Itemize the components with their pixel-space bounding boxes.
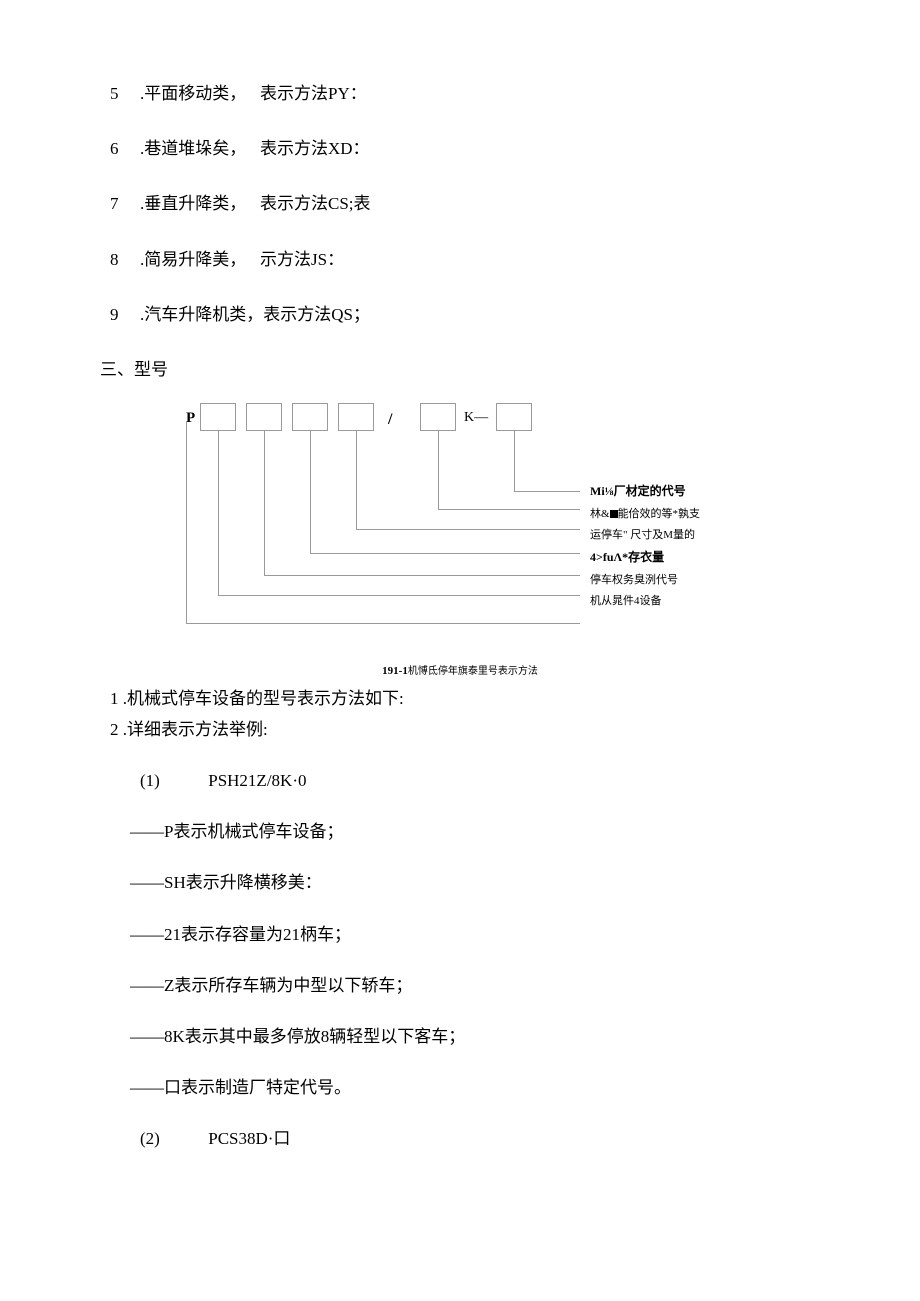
connector-line bbox=[186, 421, 187, 623]
connector-line bbox=[356, 529, 580, 530]
list-item: 6 .巷道堆垛矣， 表示方法XD： bbox=[110, 135, 820, 162]
explain-item: ——Z表示所存车辆为中型以下轿车； bbox=[130, 972, 820, 999]
example-code: PSH21Z/8K·0 bbox=[208, 767, 306, 794]
connector-line bbox=[264, 575, 580, 576]
list-item-number: 9 bbox=[110, 301, 140, 328]
list-item-text-left: .垂直升降类， bbox=[140, 190, 250, 217]
paragraph: 2 .详细表示方法举例: bbox=[110, 716, 820, 743]
list-item-text-left: .简易升降美， bbox=[140, 246, 250, 273]
list-item-text-right: 表示方法PY： bbox=[260, 80, 367, 107]
legend-item: 机从晁件4设备 bbox=[590, 594, 700, 609]
list-item-text-right: 示方法JS： bbox=[260, 246, 344, 273]
connector-line bbox=[310, 431, 311, 553]
connector-line bbox=[514, 431, 515, 491]
list-item: 7 .垂直升降类， 表示方法CS;表 bbox=[110, 190, 820, 217]
list-item-number: 6 bbox=[110, 135, 140, 162]
model-diagram: P / K— Mi⅛厂材定的代号 林&能佮效的等*孰支 运停车" 尺寸及M量的 … bbox=[180, 403, 820, 653]
connector-line bbox=[356, 431, 357, 529]
diagram-box bbox=[338, 403, 374, 431]
explain-item: ——21表示存容量为21柄车； bbox=[130, 921, 820, 948]
connector-line bbox=[218, 431, 219, 595]
list-item-number: 7 bbox=[110, 190, 140, 217]
legend-item: 4>fuΛ*存衣量 bbox=[590, 549, 700, 566]
paragraph: 1 .机械式停车设备的型号表示方法如下: bbox=[110, 685, 820, 712]
legend-item: 运停车" 尺寸及M量的 bbox=[590, 528, 700, 543]
diagram-label-k: K— bbox=[464, 407, 488, 429]
caption-rest: 机愽氐停年旗泰里号表示方法 bbox=[408, 666, 538, 677]
list-item-text-right: 表示方法XD： bbox=[260, 135, 370, 162]
list-item-text-right: 表示方法CS;表 bbox=[260, 190, 371, 217]
example-code: PCS38D·口 bbox=[208, 1125, 290, 1152]
example-number: (2) bbox=[140, 1125, 190, 1152]
diagram-slash: / bbox=[388, 407, 392, 433]
list-item: 8 .简易升降美， 示方法JS： bbox=[110, 246, 820, 273]
diagram-label-p: P bbox=[186, 406, 195, 430]
list-item-number: 8 bbox=[110, 246, 140, 273]
caption-bold: 191-1 bbox=[382, 665, 408, 677]
explain-item: ——8K表示其中最多停放8辆轻型以下客车； bbox=[130, 1023, 820, 1050]
list-item-text-left: .平面移动类， bbox=[140, 80, 250, 107]
connector-line bbox=[438, 509, 580, 510]
diagram-box bbox=[496, 403, 532, 431]
diagram-box bbox=[292, 403, 328, 431]
list-item-text-left: .汽车升降机类，表示方法QS； bbox=[140, 301, 370, 328]
black-square-icon bbox=[610, 510, 618, 518]
explain-item: ——口表示制造厂特定代号。 bbox=[130, 1074, 820, 1101]
list-item-number: 5 bbox=[110, 80, 140, 107]
connector-line bbox=[186, 623, 580, 624]
explanation-list: ——P表示机械式停车设备； ——SH表示升降横移美： ——21表示存容量为21柄… bbox=[130, 818, 820, 1101]
example-heading: (2) PCS38D·口 bbox=[140, 1125, 820, 1152]
explain-item: ——P表示机械式停车设备； bbox=[130, 818, 820, 845]
legend-item: 停车权务臭洌代号 bbox=[590, 573, 700, 588]
example-number: (1) bbox=[140, 767, 190, 794]
connector-line bbox=[218, 595, 580, 596]
diagram-box bbox=[420, 403, 456, 431]
connector-line bbox=[438, 431, 439, 509]
connector-line bbox=[310, 553, 580, 554]
section-heading: 三、型号 bbox=[100, 356, 820, 383]
legend-item: Mi⅛厂材定的代号 bbox=[590, 483, 700, 500]
explain-item: ——SH表示升降横移美： bbox=[130, 869, 820, 896]
diagram-box bbox=[200, 403, 236, 431]
legend-item: 林&能佮效的等*孰支 bbox=[590, 507, 700, 522]
diagram-legend: Mi⅛厂材定的代号 林&能佮效的等*孰支 运停车" 尺寸及M量的 4>fuΛ*存… bbox=[590, 483, 700, 615]
diagram-box bbox=[246, 403, 282, 431]
example-heading: (1) PSH21Z/8K·0 bbox=[140, 767, 820, 794]
diagram-caption: 191-1机愽氐停年旗泰里号表示方法 bbox=[100, 663, 820, 681]
list-item: 9 .汽车升降机类，表示方法QS； bbox=[110, 301, 820, 328]
connector-line bbox=[264, 431, 265, 575]
list-item: 5 .平面移动类， 表示方法PY： bbox=[110, 80, 820, 107]
connector-line bbox=[514, 491, 580, 492]
list-item-text-left: .巷道堆垛矣， bbox=[140, 135, 250, 162]
numbered-list: 5 .平面移动类， 表示方法PY： 6 .巷道堆垛矣， 表示方法XD： 7 .垂… bbox=[110, 80, 820, 328]
